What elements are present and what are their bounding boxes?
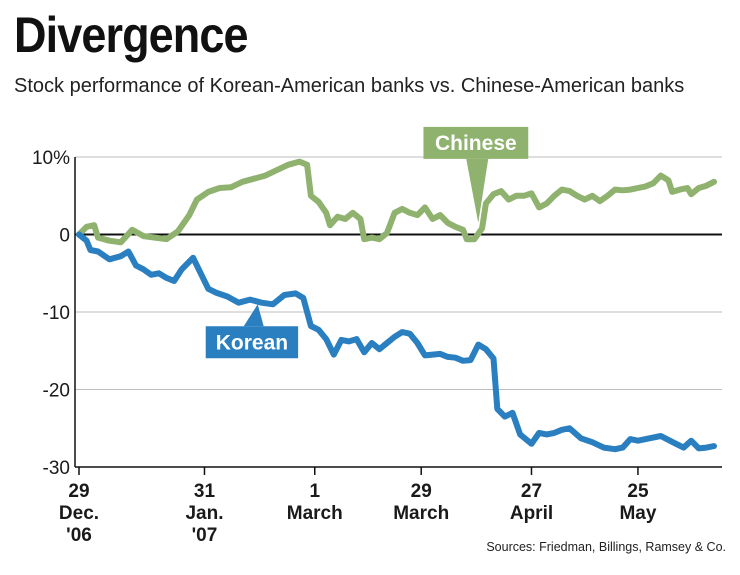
series-label-korean: Korean <box>205 304 299 359</box>
x-tick-label: 25 May <box>619 481 656 524</box>
series-lines <box>76 158 717 453</box>
callout-text: Chinese <box>435 132 517 155</box>
x-tick-label: 27 April <box>510 481 553 524</box>
x-axis: 29 Dec. '06 31 Jan. '07 1 March 29 March 27 April 25… <box>59 157 722 546</box>
series-labels: Chinese Korean <box>205 126 529 359</box>
callout-box <box>205 326 299 359</box>
y-tick-label: 0 <box>59 226 70 247</box>
y-tick-label: -30 <box>43 458 70 479</box>
y-tick-label: -10 <box>43 303 70 324</box>
series-label-chinese: Chinese <box>423 126 529 223</box>
chart-subtitle: Stock performance of Korean-American ban… <box>14 75 685 97</box>
x-tick-label: 29 March <box>393 481 449 524</box>
series-line-chinese <box>76 158 717 246</box>
grid <box>75 156 722 468</box>
y-tick-label: 10% <box>32 148 70 169</box>
series-line-korean <box>76 231 717 453</box>
y-axis: 10% 0 -10 -20 -30 <box>32 148 70 479</box>
source-note: Sources: Friedman, Billings, Ramsey & Co… <box>486 540 726 554</box>
x-tick-label: 31 Jan. '07 <box>185 481 223 546</box>
callout-text: Korean <box>216 331 288 354</box>
x-tick-label: 1 March <box>287 481 343 524</box>
chart-title: Divergence <box>14 7 249 63</box>
callout-pointer <box>466 158 489 223</box>
callout-box <box>423 126 529 159</box>
x-tick-label: 29 Dec. '06 <box>59 481 99 546</box>
callout-pointer <box>243 304 264 327</box>
y-tick-label: -20 <box>43 381 70 402</box>
